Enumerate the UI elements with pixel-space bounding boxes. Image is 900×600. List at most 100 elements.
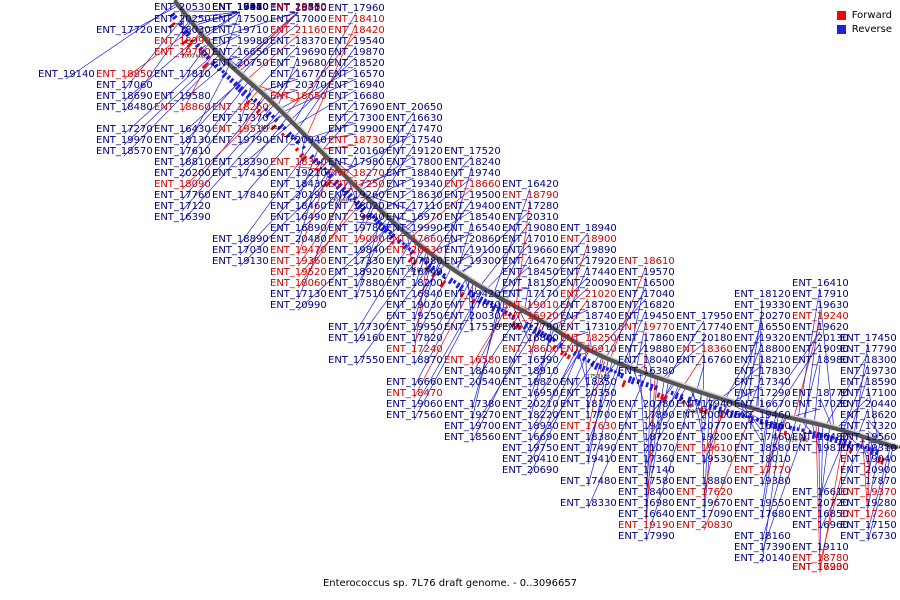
gene-label[interactable]: ENT_16550 — [734, 322, 791, 333]
gene-label[interactable]: ENT_20990 — [270, 300, 327, 311]
gene-label[interactable]: ENT_16500 — [618, 278, 675, 289]
gene-label[interactable]: ENT_20770 — [676, 421, 733, 432]
gene-label[interactable]: ENT_19950 — [386, 322, 443, 333]
gene-label[interactable]: ENT_18660 — [444, 179, 501, 190]
gene-label[interactable]: ENT_21160 — [270, 25, 327, 36]
gene-label[interactable]: ENT_17830 — [734, 366, 791, 377]
gene-label[interactable]: ENT_18300 — [840, 355, 897, 366]
gene-label[interactable]: ENT_19320 — [734, 333, 791, 344]
gene-label[interactable]: ENT_16900 — [792, 562, 849, 573]
gene-label[interactable]: ENT_17840 — [212, 190, 269, 201]
gene-label[interactable]: ENT_18590 — [840, 377, 897, 388]
gene-label[interactable]: ENT_16430 — [154, 124, 211, 135]
gene-label[interactable]: ENT_17180 — [212, 2, 269, 13]
gene-label[interactable]: ENT_18170 — [560, 399, 617, 410]
gene-label[interactable]: ENT_17920 — [560, 256, 617, 267]
gene-label[interactable]: ENT_17820 — [386, 333, 443, 344]
gene-label[interactable]: ENT_19500 — [444, 190, 501, 201]
gene-label[interactable]: ENT_18260 — [212, 102, 269, 113]
gene-label[interactable]: ENT_19740 — [444, 168, 501, 179]
gene-label[interactable]: ENT_19250 — [386, 311, 443, 322]
gene-label[interactable]: ENT_16690 — [502, 432, 559, 443]
gene-label[interactable]: ENT_16510 — [212, 2, 269, 13]
gene-label[interactable]: ENT_19370 — [840, 487, 897, 498]
gene-label[interactable]: ENT_19030 — [386, 300, 443, 311]
gene-label[interactable]: ENT_17310 — [560, 322, 617, 333]
gene-label[interactable]: ENT_17860 — [618, 333, 675, 344]
gene-label[interactable]: ENT_20690 — [502, 465, 559, 476]
gene-label[interactable]: ENT_17910 — [792, 289, 849, 300]
gene-label[interactable]: ENT_19670 — [676, 498, 733, 509]
gene-label[interactable]: ENT_18310 — [270, 157, 327, 168]
gene-label[interactable]: ENT_19990 — [386, 223, 443, 234]
gene-label[interactable]: ENT_17520 — [444, 146, 501, 157]
gene-label[interactable]: ENT_18870 — [386, 355, 443, 366]
gene-label[interactable]: ENT_19460 — [734, 410, 791, 421]
gene-label[interactable]: ENT_18540 — [444, 212, 501, 223]
gene-label[interactable]: ENT_17960 — [328, 3, 385, 14]
gene-label[interactable]: ENT_16850 — [792, 509, 849, 520]
gene-label[interactable]: ENT_19980 — [212, 36, 269, 47]
gene-label[interactable]: ENT_20090 — [560, 278, 617, 289]
gene-label[interactable]: ENT_17280 — [502, 201, 559, 212]
gene-label[interactable]: ENT_16980 — [618, 498, 675, 509]
gene-label[interactable]: ENT_18350 — [560, 377, 617, 388]
gene-label[interactable]: ENT_17680 — [734, 509, 791, 520]
gene-label[interactable]: ENT_20860 — [444, 234, 501, 245]
gene-label[interactable]: ENT_19190 — [618, 520, 675, 531]
gene-label[interactable]: ENT_18410 — [328, 14, 385, 25]
gene-label[interactable]: ENT_16650 — [212, 47, 269, 58]
gene-label[interactable]: ENT_19830 — [270, 2, 327, 13]
gene-label[interactable]: ENT_17140 — [618, 465, 675, 476]
gene-label[interactable]: ENT_19310 — [840, 443, 897, 454]
gene-label[interactable]: ENT_19100 — [444, 245, 501, 256]
gene-label[interactable]: ENT_16940 — [328, 80, 385, 91]
gene-label[interactable]: ENT_17660 — [386, 234, 443, 245]
gene-label[interactable]: ENT_17330 — [328, 256, 385, 267]
gene-label[interactable]: ENT_18480 — [96, 102, 153, 113]
gene-label[interactable]: ENT_17370 — [212, 113, 269, 124]
gene-label[interactable]: ENT_18390 — [212, 157, 269, 168]
gene-label[interactable]: ENT_16740 — [386, 267, 443, 278]
gene-label[interactable]: ENT_16920 — [502, 311, 559, 322]
gene-label[interactable]: ENT_17700 — [560, 410, 617, 421]
gene-label[interactable]: ENT_18400 — [618, 487, 675, 498]
gene-label[interactable]: ENT_16830 — [212, 2, 269, 13]
gene-label[interactable]: ENT_19560 — [840, 432, 897, 443]
gene-label[interactable]: ENT_17510 — [328, 289, 385, 300]
gene-label[interactable]: ENT_17760 — [154, 190, 211, 201]
gene-label[interactable]: ENT_19260 — [328, 190, 385, 201]
gene-label[interactable]: ENT_16470 — [502, 256, 559, 267]
gene-label[interactable]: ENT_17480 — [560, 476, 617, 487]
gene-label[interactable]: ENT_16580 — [444, 355, 501, 366]
gene-label[interactable]: ENT_20250 — [154, 14, 211, 25]
gene-label[interactable]: ENT_20190 — [270, 190, 327, 201]
gene-label[interactable]: ENT_19060 — [386, 399, 443, 410]
gene-label[interactable]: ENT_18270 — [328, 168, 385, 179]
gene-label[interactable]: ENT_18650 — [270, 91, 327, 102]
gene-label[interactable]: ENT_17440 — [560, 267, 617, 278]
gene-label[interactable]: ENT_19730 — [840, 366, 897, 377]
gene-label[interactable]: ENT_20630 — [386, 245, 443, 256]
gene-label[interactable]: ENT_18370 — [270, 36, 327, 47]
gene-label[interactable]: ENT_16950 — [502, 388, 559, 399]
gene-label[interactable]: ENT_18130 — [154, 135, 211, 146]
gene-label[interactable]: ENT_20650 — [386, 102, 443, 113]
gene-label[interactable]: ENT_17970 — [212, 2, 269, 13]
gene-label[interactable]: ENT_16490 — [270, 212, 327, 223]
gene-label[interactable]: ENT_18690 — [96, 91, 153, 102]
gene-label[interactable]: ENT_18010 — [734, 454, 791, 465]
gene-label[interactable]: ENT_16640 — [618, 509, 675, 520]
gene-label[interactable]: ENT_19770 — [618, 322, 675, 333]
gene-label[interactable]: ENT_16570 — [328, 69, 385, 80]
gene-label[interactable]: ENT_18850 — [96, 69, 153, 80]
gene-label[interactable]: ENT_17800 — [386, 157, 443, 168]
gene-label[interactable]: ENT_17040 — [618, 289, 675, 300]
gene-label[interactable]: ENT_16630 — [386, 113, 443, 124]
gene-label[interactable]: ENT_19780 — [328, 223, 385, 234]
gene-label[interactable]: ENT_16820 — [618, 300, 675, 311]
gene-label[interactable]: ENT_19660 — [502, 245, 559, 256]
gene-label[interactable]: ENT_18470 — [386, 388, 443, 399]
gene-label[interactable]: ENT_17360 — [618, 454, 675, 465]
gene-label[interactable]: ENT_20410 — [502, 454, 559, 465]
